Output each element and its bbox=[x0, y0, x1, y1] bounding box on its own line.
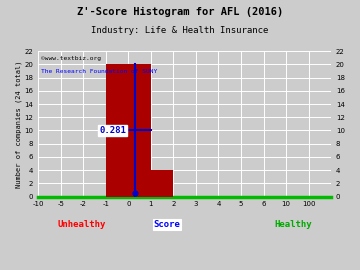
Text: Industry: Life & Health Insurance: Industry: Life & Health Insurance bbox=[91, 26, 269, 35]
Text: The Research Foundation of SUNY: The Research Foundation of SUNY bbox=[41, 69, 157, 74]
Bar bbox=[151, 170, 174, 197]
Text: 0.281: 0.281 bbox=[99, 126, 126, 135]
Y-axis label: Number of companies (24 total): Number of companies (24 total) bbox=[15, 60, 22, 188]
Text: ©www.textbiz.org: ©www.textbiz.org bbox=[41, 56, 101, 60]
Text: Z'-Score Histogram for AFL (2016): Z'-Score Histogram for AFL (2016) bbox=[77, 7, 283, 17]
Text: Unhealthy: Unhealthy bbox=[58, 220, 106, 229]
Text: Score: Score bbox=[154, 220, 180, 229]
Bar bbox=[106, 65, 151, 197]
Text: Healthy: Healthy bbox=[274, 220, 312, 229]
